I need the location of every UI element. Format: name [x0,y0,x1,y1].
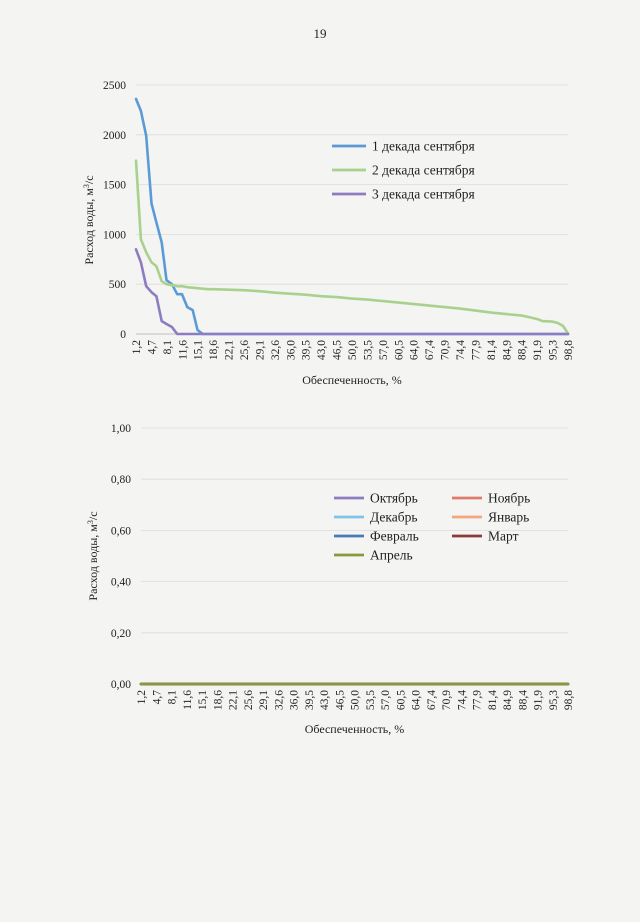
x-tick-label: 95,3 [548,340,560,360]
x-tick-label: 88,4 [517,690,529,710]
x-tick-label: 74,4 [455,340,467,360]
legend-label: Январь [488,510,529,525]
x-tick-label: 22,1 [228,690,240,710]
x-tick-label: 67,4 [424,340,436,360]
legend-label: Октябрь [370,491,418,506]
y-tick-label: 0,20 [111,628,131,640]
legend-label: Декабрь [370,510,418,525]
x-tick-label: 18,6 [212,690,224,710]
x-tick-label: 32,6 [270,340,282,360]
y-tick-label: 1000 [103,229,126,241]
y-tick-label: 0,00 [111,679,131,691]
y-axis-title: Расход воды, м3/с [86,511,101,600]
x-tick-label: 1,2 [136,690,148,705]
x-tick-label: 8,1 [162,340,174,355]
x-tick-label: 64,0 [409,340,421,360]
series-line-2 [134,159,570,335]
y-tick-label: 0,80 [111,474,131,486]
x-tick-label: 4,7 [146,340,158,355]
x-tick-label: 29,1 [254,340,266,360]
y-tick-label: 2000 [103,130,126,142]
x-tick-label: 77,9 [472,690,484,710]
x-tick-label: 15,1 [193,340,205,360]
x-tick-label: 84,9 [501,340,513,360]
x-tick-label: 57,0 [380,690,392,710]
legend-label: Март [488,529,519,544]
x-tick-label: 84,9 [502,690,514,710]
x-tick-label: 46,5 [332,340,344,360]
legend-label: Февраль [370,529,419,544]
x-tick-label: 53,5 [362,340,374,360]
x-tick-label: 36,0 [289,690,301,710]
x-tick-label: 53,5 [365,690,377,710]
x-tick-label: 22,1 [224,340,236,360]
x-tick-label: 70,9 [440,340,452,360]
y-tick-label: 0,60 [111,525,131,537]
y-tick-label: 1,00 [111,423,131,435]
x-tick-label: 91,9 [532,340,544,360]
x-tick-label: 4,7 [151,690,163,705]
x-tick-label: 50,0 [350,690,362,710]
x-tick-label: 98,8 [563,340,575,360]
legend-label: Апрель [370,548,413,563]
x-tick-label: 98,8 [563,690,575,710]
x-tick-label: 95,3 [548,690,560,710]
x-tick-label: 50,0 [347,340,359,360]
y-tick-label: 1500 [103,180,126,192]
x-tick-label: 91,9 [533,690,545,710]
x-tick-label: 1,2 [131,340,143,355]
x-tick-label: 67,4 [426,690,438,710]
x-tick-label: 57,0 [378,340,390,360]
x-tick-label: 88,4 [517,340,529,360]
x-tick-label: 74,4 [456,690,468,710]
x-tick-label: 81,4 [486,340,498,360]
legend-label: 2 декада сентября [372,163,475,178]
legend-label: 1 декада сентября [372,139,475,154]
x-tick-label: 18,6 [208,340,220,360]
x-tick-label: 15,1 [197,690,209,710]
x-tick-label: 32,6 [273,690,285,710]
y-tick-label: 500 [109,279,127,291]
x-tick-label: 29,1 [258,690,270,710]
x-tick-label: 25,6 [239,340,251,360]
series-line-3 [134,248,570,336]
x-tick-label: 25,6 [243,690,255,710]
x-tick-label: 43,0 [316,340,328,360]
page-number: 19 [313,26,327,41]
x-tick-label: 81,4 [487,690,499,710]
x-tick-label: 36,0 [285,340,297,360]
x-tick-label: 11,6 [182,690,194,710]
x-tick-label: 43,0 [319,690,331,710]
x-tick-label: 8,1 [167,690,179,705]
x-tick-label: 11,6 [177,340,189,360]
x-axis-title: Обеспеченность, % [302,373,402,387]
y-tick-label: 0 [120,329,126,341]
y-tick-label: 0,40 [111,577,131,589]
x-axis-title: Обеспеченность, % [305,722,405,736]
legend-label: Ноябрь [488,491,530,506]
x-tick-label: 46,5 [334,690,346,710]
y-axis-title: Расход воды, м3/с [82,175,97,264]
x-tick-label: 39,5 [304,690,316,710]
x-tick-label: 39,5 [301,340,313,360]
x-tick-label: 60,5 [393,340,405,360]
y-tick-label: 2500 [103,80,126,92]
x-tick-label: 60,5 [395,690,407,710]
legend-label: 3 декада сентября [372,187,475,202]
x-tick-label: 70,9 [441,690,453,710]
x-tick-label: 64,0 [411,690,423,710]
x-tick-label: 77,9 [470,340,482,360]
